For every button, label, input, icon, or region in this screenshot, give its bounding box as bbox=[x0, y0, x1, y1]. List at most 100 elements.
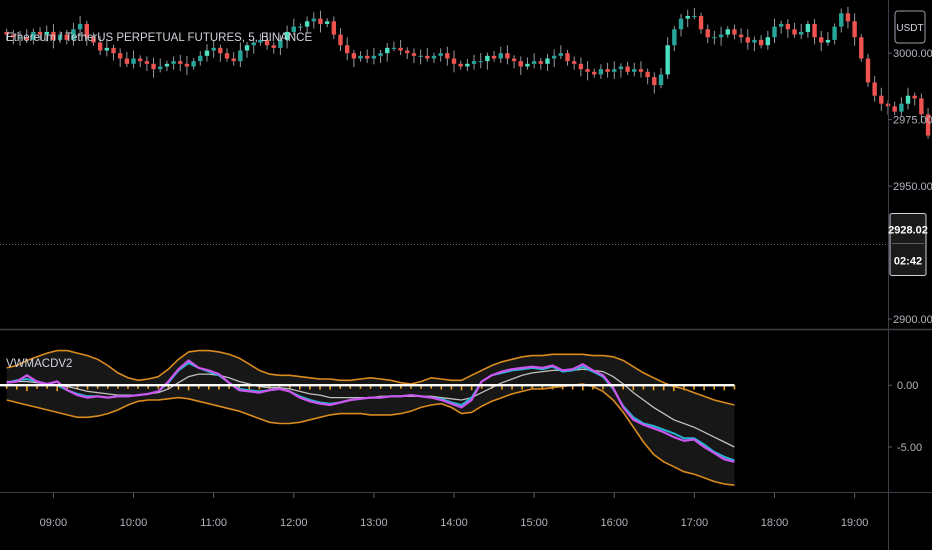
candle-body bbox=[291, 26, 296, 32]
candle-body bbox=[445, 53, 450, 59]
histogram-bar bbox=[288, 385, 291, 389]
candle-body bbox=[57, 34, 63, 40]
candle-body bbox=[331, 21, 337, 35]
histogram-bar bbox=[501, 385, 503, 390]
histogram-bar bbox=[511, 385, 513, 390]
indicator-plot bbox=[0, 349, 736, 486]
candle-body bbox=[324, 21, 330, 24]
candle-body bbox=[565, 53, 570, 62]
histogram-bar bbox=[258, 385, 261, 390]
candle-body bbox=[398, 47, 403, 51]
candle-body bbox=[431, 55, 437, 59]
currency-label[interactable]: USDT bbox=[896, 23, 923, 34]
candle-body bbox=[745, 37, 750, 43]
candle-body bbox=[625, 66, 630, 72]
histogram-bar bbox=[278, 385, 281, 389]
histogram-bar bbox=[208, 385, 210, 390]
histogram-bar bbox=[379, 385, 382, 389]
currency-button-frame[interactable] bbox=[894, 10, 926, 44]
candle-body bbox=[511, 58, 517, 62]
histogram-bar bbox=[329, 385, 331, 390]
price-axis[interactable]: 2900.00 2950.00 2975.00 3000.00 bbox=[888, 48, 932, 326]
candle-body bbox=[478, 61, 483, 63]
price-tick-label: 2975.00 bbox=[893, 115, 932, 127]
histogram-bar bbox=[400, 385, 402, 389]
candle-body bbox=[578, 63, 584, 70]
histogram-bar bbox=[420, 385, 422, 389]
upper-band-line bbox=[6, 349, 735, 406]
indicator-tick-label: -5.00 bbox=[897, 442, 922, 454]
histogram-bar bbox=[26, 385, 28, 392]
candle-body bbox=[545, 58, 550, 64]
time-tick-label: 14:00 bbox=[440, 517, 468, 529]
indicator-pane[interactable] bbox=[0, 349, 736, 486]
histogram-bar bbox=[460, 385, 463, 391]
candle-body bbox=[104, 47, 110, 51]
candle-body bbox=[925, 114, 931, 136]
price-pane[interactable] bbox=[0, 6, 932, 269]
candle-body bbox=[418, 55, 423, 57]
candle-body bbox=[44, 31, 49, 35]
time-axis[interactable]: 09:00 10:00 11:00 12:00 13:00 14:00 15:00 16:00… bbox=[40, 493, 869, 529]
histogram-bar bbox=[672, 385, 675, 392]
histogram-bar bbox=[541, 385, 544, 390]
candle-body bbox=[164, 63, 170, 67]
candle-body bbox=[558, 53, 564, 56]
histogram-bar bbox=[652, 385, 655, 391]
histogram-bar bbox=[470, 385, 473, 391]
candle-body bbox=[204, 50, 210, 56]
candle-body bbox=[852, 21, 857, 38]
candle-body bbox=[598, 69, 604, 75]
candle-body bbox=[458, 63, 463, 67]
candle-body bbox=[284, 31, 290, 40]
histogram-bar bbox=[723, 385, 726, 391]
candle-body bbox=[638, 69, 644, 72]
candle-body bbox=[612, 69, 617, 72]
candle-body bbox=[131, 58, 136, 64]
bar-countdown: 02:42 bbox=[894, 256, 922, 268]
last-price-box: 2928.02 02:42 bbox=[888, 213, 928, 277]
indicator-axis[interactable]: 0.00 -5.00 bbox=[888, 380, 922, 454]
price-tick-label: 3000.00 bbox=[893, 48, 932, 60]
candle-body bbox=[805, 23, 811, 32]
macd-line bbox=[6, 359, 735, 463]
candle-body bbox=[17, 37, 23, 39]
histogram-bar bbox=[602, 385, 604, 390]
candle-body bbox=[538, 61, 544, 64]
candle-body bbox=[718, 34, 724, 38]
candle-body bbox=[819, 37, 824, 43]
candle-body bbox=[778, 23, 784, 27]
candle-body bbox=[551, 55, 557, 59]
indicator-title: VWMACDV2 bbox=[6, 358, 72, 370]
candle-body bbox=[71, 29, 76, 40]
candle-body bbox=[465, 63, 470, 67]
histogram-bar bbox=[733, 385, 736, 390]
candle-body bbox=[919, 98, 924, 115]
histogram-bar bbox=[369, 385, 372, 389]
candle-body bbox=[37, 31, 43, 35]
time-tick-label: 12:00 bbox=[280, 517, 308, 529]
candle-body bbox=[117, 53, 123, 59]
candle-body bbox=[411, 53, 417, 56]
candle-body bbox=[264, 39, 270, 46]
candle-body bbox=[645, 71, 650, 78]
histogram-bar bbox=[309, 385, 311, 390]
candle-body bbox=[725, 29, 730, 35]
histogram-bar bbox=[561, 385, 564, 390]
time-tick-label: 13:00 bbox=[360, 517, 388, 529]
histogram-bar bbox=[410, 385, 412, 389]
time-tick-label: 11:00 bbox=[200, 517, 227, 529]
candle-body bbox=[24, 37, 29, 40]
currency-button[interactable]: USDT bbox=[894, 10, 926, 44]
histogram-bar bbox=[632, 385, 635, 391]
candle-body bbox=[171, 61, 176, 64]
candle-body bbox=[64, 34, 69, 40]
candle-body bbox=[785, 23, 791, 30]
candle-body bbox=[872, 82, 877, 96]
candle-body bbox=[244, 45, 250, 51]
histogram-bar bbox=[571, 385, 574, 390]
histogram-bar bbox=[218, 385, 220, 390]
candle-body bbox=[892, 106, 897, 112]
candle-body bbox=[438, 53, 443, 56]
